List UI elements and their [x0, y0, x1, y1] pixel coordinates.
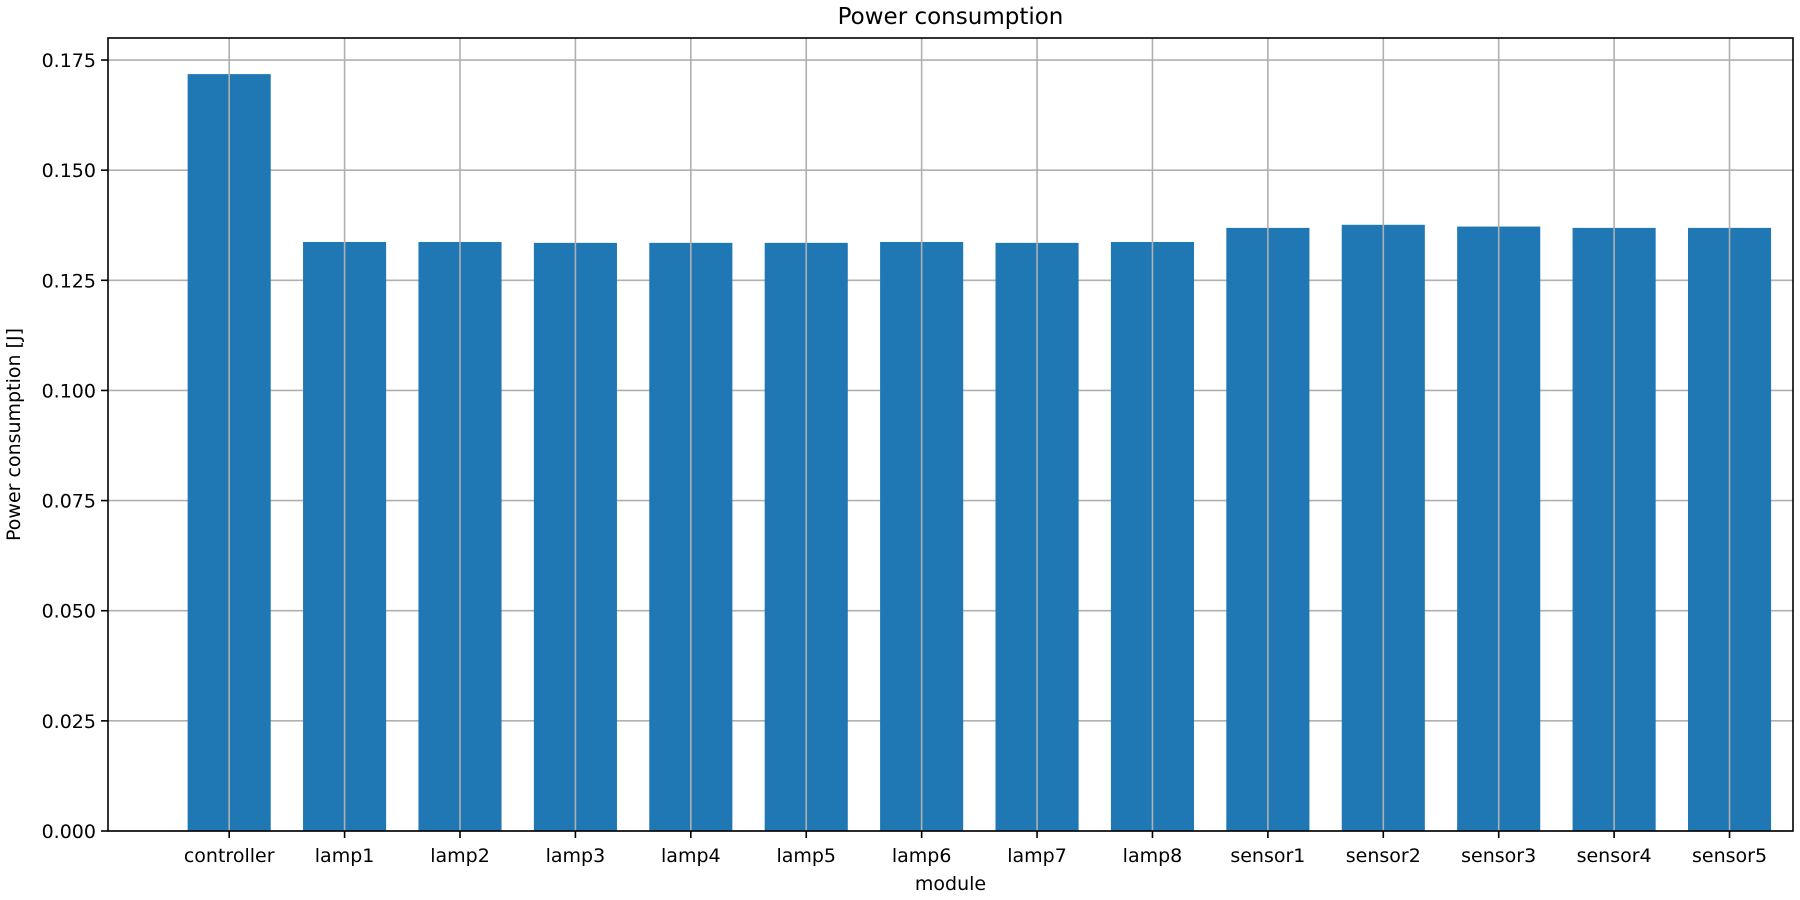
- x-tick-label-sensor4: sensor4: [1577, 845, 1652, 867]
- x-tick-label-lamp5: lamp5: [776, 845, 836, 867]
- bar-layer: [187, 74, 1772, 832]
- x-tick-label-lamp1: lamp1: [315, 845, 375, 867]
- y-tick-label: 0.150: [42, 160, 96, 182]
- x-tick-label-controller: controller: [184, 845, 275, 867]
- tick-layer: 0.000 0.025 0.050 0.075 0.100 0.125 0.150 0.175…: [42, 50, 1767, 867]
- chart-title: Power consumption: [838, 4, 1064, 30]
- plot-frame: [107, 37, 1794, 832]
- vertical-grid-layer: [228, 38, 1731, 831]
- x-tick-label-lamp4: lamp4: [661, 845, 721, 867]
- x-tick-label-lamp7: lamp7: [1007, 845, 1067, 867]
- y-tick-label: 0.075: [42, 491, 96, 513]
- x-axis-title: module: [915, 873, 986, 895]
- x-tick-label-sensor1: sensor1: [1230, 845, 1305, 867]
- y-tick-label: 0.050: [42, 601, 96, 623]
- x-tick-label-lamp3: lamp3: [546, 845, 606, 867]
- x-tick-label-lamp2: lamp2: [430, 845, 490, 867]
- x-tick-label-lamp8: lamp8: [1123, 845, 1183, 867]
- y-tick-label: 0.175: [42, 50, 96, 72]
- y-tick-label: 0.025: [42, 711, 96, 733]
- y-tick-label: 0.000: [42, 821, 96, 843]
- x-tick-label-sensor2: sensor2: [1346, 845, 1421, 867]
- x-tick-label-sensor3: sensor3: [1461, 845, 1536, 867]
- x-tick-label-sensor5: sensor5: [1692, 845, 1767, 867]
- y-tick-label: 0.100: [42, 380, 96, 402]
- x-tick-label-lamp6: lamp6: [892, 845, 952, 867]
- y-axis-title: Power consumption [J]: [3, 328, 25, 541]
- y-tick-label: 0.125: [42, 270, 96, 292]
